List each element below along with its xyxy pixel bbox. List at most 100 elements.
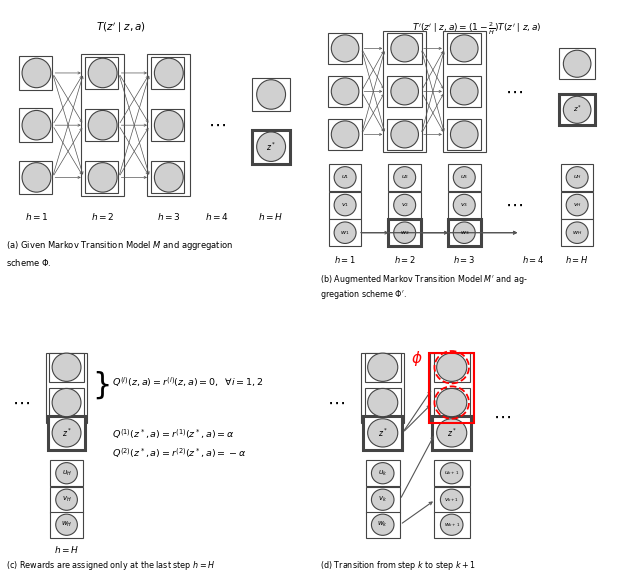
Text: $u_H$: $u_H$ xyxy=(61,469,72,478)
Circle shape xyxy=(453,166,476,188)
Bar xyxy=(48,416,85,450)
Bar xyxy=(51,487,83,513)
Text: (c) Rewards are assigned only at the last step $h = H$: (c) Rewards are assigned only at the las… xyxy=(6,559,216,571)
Bar xyxy=(388,192,421,218)
Text: gregation scheme $\Phi^\prime$.: gregation scheme $\Phi^\prime$. xyxy=(320,288,407,301)
Text: (b) Augmented Markov Transition Model $M^\prime$ and ag-: (b) Augmented Markov Transition Model $M… xyxy=(320,272,528,286)
Text: $h=4$: $h=4$ xyxy=(205,211,229,222)
Text: $w_{k+1}$: $w_{k+1}$ xyxy=(444,521,460,529)
Text: $z^*$: $z^*$ xyxy=(573,104,582,115)
Text: $\cdots$: $\cdots$ xyxy=(506,196,524,214)
Bar xyxy=(51,460,83,486)
Bar xyxy=(329,192,362,218)
Circle shape xyxy=(52,388,81,416)
Bar xyxy=(365,388,401,417)
Bar xyxy=(388,219,421,246)
Bar xyxy=(329,164,362,191)
Circle shape xyxy=(52,419,81,447)
Bar xyxy=(559,94,595,125)
Bar xyxy=(434,353,470,382)
Text: $h=3$: $h=3$ xyxy=(453,254,476,265)
Circle shape xyxy=(88,58,117,88)
Bar xyxy=(46,353,87,423)
Circle shape xyxy=(440,489,463,510)
Circle shape xyxy=(56,463,77,484)
Circle shape xyxy=(566,222,588,244)
Bar xyxy=(364,416,402,450)
Text: $h=H$: $h=H$ xyxy=(259,211,284,222)
Bar xyxy=(432,416,471,450)
Bar xyxy=(362,353,404,423)
Bar xyxy=(366,512,399,537)
Bar xyxy=(85,161,118,194)
Bar xyxy=(429,353,474,423)
Circle shape xyxy=(436,419,467,447)
Circle shape xyxy=(391,121,419,148)
Bar xyxy=(447,119,481,150)
Bar xyxy=(559,48,595,79)
Text: $h=H$: $h=H$ xyxy=(565,254,589,265)
Bar xyxy=(329,219,362,246)
Bar xyxy=(252,78,290,111)
Text: $h=H$: $h=H$ xyxy=(54,544,79,555)
Text: $\phi$: $\phi$ xyxy=(412,349,423,368)
Bar xyxy=(85,109,118,141)
Bar xyxy=(49,353,84,382)
Text: $z^*$: $z^*$ xyxy=(447,427,457,439)
Text: $\cdots$: $\cdots$ xyxy=(12,393,31,412)
Text: $u_1$: $u_1$ xyxy=(341,173,349,181)
Circle shape xyxy=(394,222,415,244)
Text: $w_2$: $w_2$ xyxy=(400,229,410,237)
Text: $u_{k+1}$: $u_{k+1}$ xyxy=(444,469,460,477)
Text: $w_H$: $w_H$ xyxy=(61,520,72,529)
Circle shape xyxy=(453,222,476,244)
Bar xyxy=(387,119,422,150)
Bar xyxy=(430,353,473,423)
Text: $h=1$: $h=1$ xyxy=(24,211,49,222)
Bar xyxy=(366,487,399,513)
Circle shape xyxy=(52,353,81,381)
Bar xyxy=(447,33,481,64)
Text: $w_3$: $w_3$ xyxy=(460,229,469,237)
Text: $h=3$: $h=3$ xyxy=(157,211,180,222)
Text: $v_k$: $v_k$ xyxy=(378,495,387,505)
Text: $v_H$: $v_H$ xyxy=(61,495,72,505)
Bar xyxy=(81,54,124,196)
Circle shape xyxy=(391,35,419,62)
Circle shape xyxy=(453,194,476,216)
Circle shape xyxy=(22,162,51,192)
Bar xyxy=(387,33,422,64)
Text: $Q^{(1)}(z^*, a) = r^{(1)}(z^*, a) = \alpha$: $Q^{(1)}(z^*, a) = r^{(1)}(z^*, a) = \al… xyxy=(112,427,234,441)
Bar xyxy=(365,353,401,382)
Text: $w_k$: $w_k$ xyxy=(378,520,388,529)
Bar xyxy=(85,57,118,89)
Bar xyxy=(447,76,481,107)
Bar xyxy=(328,76,362,107)
Text: $u_2$: $u_2$ xyxy=(401,173,409,181)
Circle shape xyxy=(371,489,394,510)
Circle shape xyxy=(257,132,285,161)
Text: $h=2$: $h=2$ xyxy=(91,211,115,222)
Text: $Q^{(i)}(z, a) = r^{(i)}(z, a) = 0, \;\; \forall i = 1, 2$: $Q^{(i)}(z, a) = r^{(i)}(z, a) = 0, \;\;… xyxy=(112,375,263,389)
Text: $v_2$: $v_2$ xyxy=(401,201,409,209)
Text: $v_{k+1}$: $v_{k+1}$ xyxy=(444,496,460,503)
Text: $\cdots$: $\cdots$ xyxy=(493,408,511,426)
Text: $h=4$: $h=4$ xyxy=(522,254,545,265)
Text: $\cdots$: $\cdots$ xyxy=(326,393,345,412)
Circle shape xyxy=(367,353,398,381)
Bar xyxy=(383,31,426,152)
Circle shape xyxy=(394,194,415,216)
Circle shape xyxy=(56,489,77,510)
Text: $z^*$: $z^*$ xyxy=(378,427,388,439)
Text: }: } xyxy=(92,370,111,399)
Bar xyxy=(19,161,52,194)
Circle shape xyxy=(440,463,463,484)
Text: $z^*$: $z^*$ xyxy=(61,427,72,439)
Text: scheme $\Phi$.: scheme $\Phi$. xyxy=(6,257,52,268)
Circle shape xyxy=(391,78,419,105)
Bar xyxy=(152,161,184,194)
Circle shape xyxy=(56,514,77,535)
Bar xyxy=(448,219,481,246)
Bar xyxy=(443,31,486,152)
Circle shape xyxy=(563,96,591,123)
